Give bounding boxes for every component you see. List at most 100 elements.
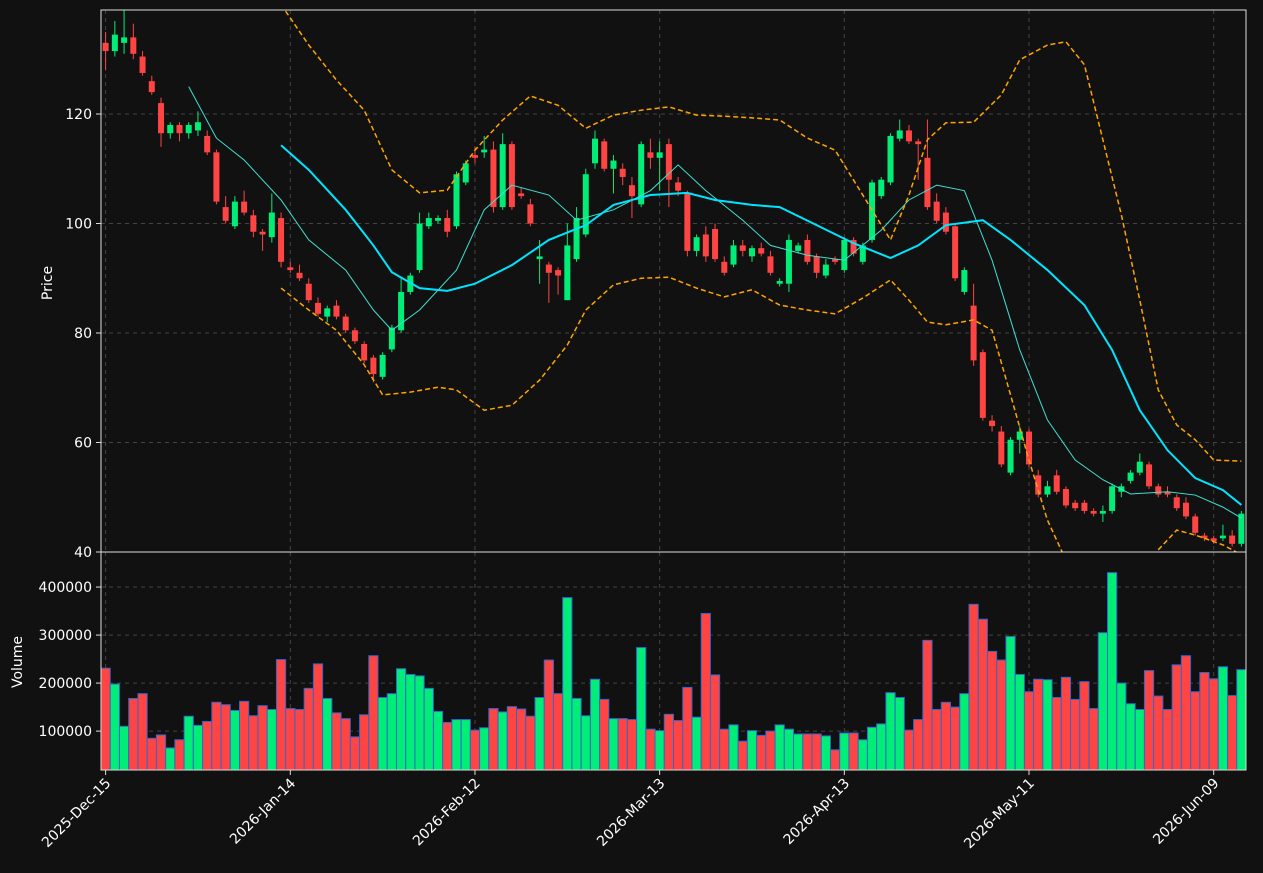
candle-body [592,138,599,164]
candle-body [342,316,349,331]
volume-bar [691,716,702,771]
volume-bar [543,659,554,771]
volume-bar [959,693,970,771]
volume-bar [100,667,111,771]
volume-bar [682,686,693,771]
candle-body [1016,431,1023,440]
y-tick-label: 60 [74,436,92,452]
candle-body [139,56,146,73]
candle-body [1072,502,1079,509]
volume-bar [312,663,324,771]
volume-bar [986,650,998,771]
volume-bar [1190,691,1201,771]
volume-bar [460,719,471,771]
candle-body [693,237,700,251]
volume-bar [913,719,924,771]
volume-bar [257,705,268,771]
volume-bar [829,749,841,771]
volume-bar [950,706,961,771]
volume-bar [636,647,647,771]
candle-body [739,245,746,251]
candle-body [1026,431,1033,465]
volume-bar [1079,681,1090,771]
candle-body [278,218,285,262]
y2-tick-label: 300000 [39,628,92,644]
y-axis-label: Price [40,266,56,300]
candle-body [351,330,358,342]
candle-body [259,231,266,235]
volume-bar [552,693,564,771]
candle-body [582,174,589,235]
candle-body [416,223,423,271]
candle-body [841,239,848,271]
candle-body [130,37,137,54]
volume-bar [192,724,204,771]
candle-body [896,130,903,139]
volume-bar [1033,678,1044,771]
volume-bar [774,724,785,771]
candle-body [1219,535,1226,539]
volume-bar [239,700,250,771]
volume-bar [1217,666,1229,771]
candle-body [527,204,534,224]
candle-body [758,248,765,254]
volume-bar [728,724,739,771]
candle-body [850,239,857,254]
candle-body [1081,502,1088,511]
volume-bar [820,735,831,771]
volume-bar [451,719,462,771]
candle-body [1164,491,1171,495]
candle-body [1099,510,1106,514]
volume-bar [848,732,859,771]
candle-body [194,122,201,131]
volume-bar [183,715,194,771]
candle-body [905,130,912,142]
candle-body [222,207,229,221]
candle-body [859,245,866,262]
volume-bar [756,734,767,771]
candle-body [628,185,635,197]
volume-bar [525,715,536,771]
volume-bar [1070,698,1081,771]
candle-body [167,124,174,134]
volume-bar [977,618,988,771]
candle-body [924,157,931,208]
volume-bar [1125,703,1136,771]
volume-bar [202,721,213,771]
candle-body [887,135,894,183]
volume-bar [857,739,868,771]
candle-body [638,144,645,205]
candle-body [481,149,488,153]
volume-bar [922,639,933,771]
candle-body [748,248,755,257]
volume-bar [700,612,711,771]
volume-bar [275,659,287,771]
volume-frame [100,551,1247,771]
candle-body [1210,538,1217,542]
volume-bar [469,729,481,771]
candle-body [730,245,737,265]
volume-bar [349,736,361,771]
volume-bar [1088,708,1099,771]
candle-body [176,124,183,134]
volume-bar [534,696,545,771]
volume-bar [294,708,305,771]
candle-body [324,308,331,317]
overlays [188,10,1243,552]
candle-body [296,272,303,279]
volume-bar [645,728,656,771]
y2-tick-label: 100000 [39,724,92,740]
volume-bar [783,728,795,771]
candle-body [453,174,460,227]
candle-body [1053,475,1060,492]
candle-body [185,124,192,134]
candle-body [1007,439,1014,473]
volume-bar [1097,632,1108,771]
candle-body [610,160,617,169]
volume-bar [1005,636,1016,771]
candle-body [785,239,792,284]
candle-body [388,327,395,350]
volume-bar [155,734,167,771]
